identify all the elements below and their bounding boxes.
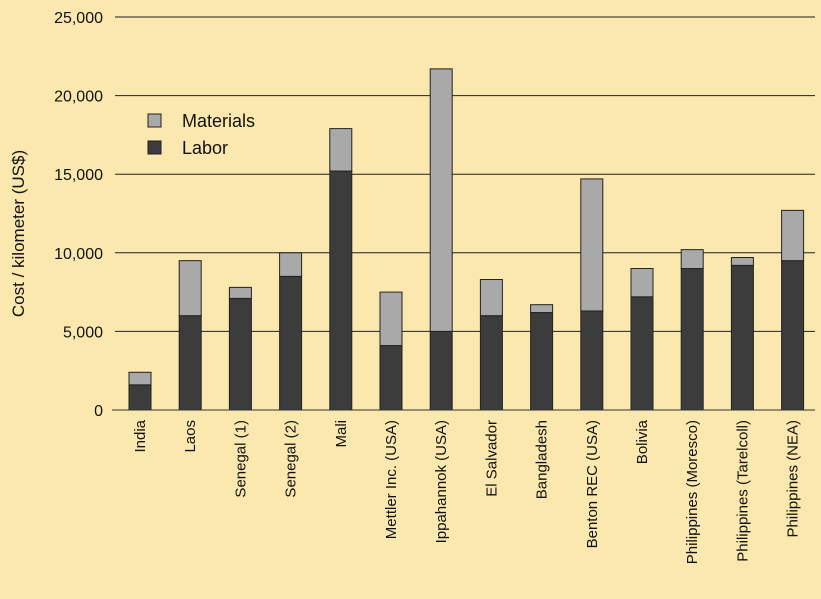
bar-materials	[730, 257, 754, 266]
bar-labor	[630, 296, 654, 411]
bar-materials	[530, 304, 554, 314]
legend-swatch	[147, 140, 162, 155]
bar-labor	[228, 297, 252, 411]
x-axis-categories: India Laos Senegal (1) Senegal (2) Mali Mettl…	[132, 419, 802, 564]
x-category-label: Bangladesh	[534, 420, 551, 499]
x-category-label: Philippines (NEA)	[785, 420, 802, 538]
bar-labor	[429, 330, 453, 411]
x-category-label: El Salvador	[483, 420, 500, 497]
x-category-label: Philippines (Tarelcoll)	[734, 420, 751, 562]
bar-labor	[730, 264, 754, 411]
y-tick-label: 10,000	[54, 246, 103, 263]
x-category-label: India	[132, 419, 149, 452]
legend-label: Materials	[182, 111, 255, 131]
bar-labor	[781, 260, 805, 411]
bar-labor	[279, 275, 303, 411]
bar-materials	[429, 68, 453, 332]
legend: Materials Labor	[147, 111, 255, 158]
y-tick-label: 5,000	[63, 324, 103, 341]
y-tick-label: 20,000	[54, 89, 103, 106]
x-category-label: Laos	[182, 420, 199, 453]
x-category-label: Philippines (Moresco)	[684, 420, 701, 564]
x-category-label: Senegal (1)	[232, 420, 249, 498]
bar-materials	[479, 279, 503, 317]
bar-labor	[178, 315, 202, 411]
bar-labor	[128, 384, 152, 411]
bar-labor	[479, 315, 503, 411]
y-tick-label: 25,000	[54, 10, 103, 27]
bar-materials	[279, 252, 303, 277]
x-category-label: Senegal (2)	[283, 420, 300, 498]
x-category-label: Bolivia	[634, 419, 651, 464]
x-category-label: Benton REC (USA)	[584, 420, 601, 548]
bar-labor	[379, 345, 403, 411]
y-axis-label: Cost / kilometer (US$)	[9, 150, 28, 317]
bar-materials	[630, 268, 654, 298]
bar-materials	[379, 291, 403, 347]
bar-labor	[530, 312, 554, 411]
bar-labor	[580, 310, 604, 411]
bar-materials	[329, 128, 353, 172]
gridlines	[115, 16, 815, 332]
y-tick-label: 15,000	[54, 167, 103, 184]
x-category-label: Mali	[333, 420, 350, 448]
bar-labor	[680, 268, 704, 411]
bar-materials	[178, 260, 202, 317]
y-axis-ticks: 0 5,000 10,000 15,000 20,000 25,000	[54, 10, 103, 420]
x-category-label: Ippahannok (USA)	[433, 420, 450, 543]
bar-materials	[128, 371, 152, 386]
y-tick-label: 0	[94, 403, 103, 420]
bar-materials	[228, 286, 252, 299]
x-category-label: Mettler Inc. (USA)	[383, 420, 400, 539]
legend-swatch	[147, 113, 162, 128]
legend-label: Labor	[182, 138, 228, 158]
bar-materials	[680, 249, 704, 270]
bars	[128, 68, 805, 411]
bar-materials	[781, 209, 805, 262]
bar-labor	[329, 170, 353, 411]
bar-materials	[580, 178, 604, 312]
